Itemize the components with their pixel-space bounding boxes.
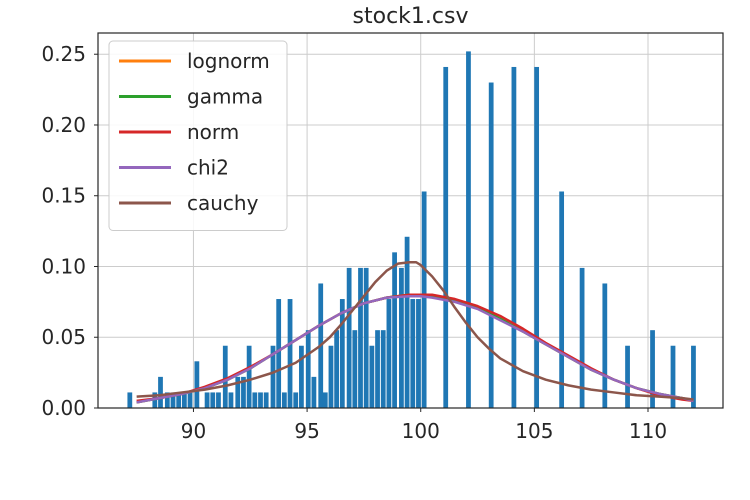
histogram-bar (339, 299, 345, 408)
histogram-bar (346, 267, 352, 408)
y-tick-label: 0.25 (41, 42, 86, 66)
x-tick-label: 105 (515, 419, 553, 443)
histogram-bar (181, 392, 187, 408)
histogram-bar (579, 267, 585, 408)
chart-title: stock1.csv (353, 4, 469, 29)
histogram-bar (241, 376, 246, 408)
histogram-bar (305, 330, 311, 408)
histogram-bar (386, 299, 392, 408)
histogram-bar (216, 392, 221, 408)
x-tick-label: 110 (629, 419, 667, 443)
histogram-bar (299, 345, 304, 408)
histogram-bar (650, 330, 655, 408)
legend-label-norm: norm (187, 120, 239, 144)
histogram-bar (559, 191, 565, 408)
histogram-bar (204, 392, 210, 408)
histogram-bar (164, 392, 170, 408)
legend-box (108, 40, 288, 231)
histogram-bar (293, 392, 299, 408)
histogram-bar (404, 236, 410, 408)
histogram-bar (187, 392, 193, 408)
histogram-bar (258, 392, 263, 408)
histogram-bar (252, 392, 258, 408)
histogram-bar (399, 267, 404, 408)
histogram-bar (410, 299, 416, 408)
histogram-bar (443, 66, 449, 408)
legend-label-gamma: gamma (187, 85, 263, 109)
histogram-bar (210, 392, 216, 408)
y-tick-label: 0.15 (41, 184, 86, 208)
legend: lognorm gamma norm chi2 cauchy (108, 40, 288, 231)
histogram-bar (328, 345, 334, 408)
histogram-bar (263, 392, 269, 408)
histogram-bar (158, 376, 163, 408)
x-tick-labels: 90 95 100 105 110 (181, 408, 667, 443)
histogram-bar (270, 345, 276, 408)
y-tick-label: 0.05 (41, 325, 86, 349)
histogram-bar (602, 283, 608, 408)
legend-label-cauchy: cauchy (187, 191, 259, 215)
histogram-bar (334, 330, 340, 408)
x-tick-label: 90 (181, 419, 206, 443)
y-tick-labels: 0.00 0.05 0.10 0.15 0.20 0.25 (41, 42, 98, 420)
legend-label-lognorm: lognorm (187, 49, 270, 73)
y-tick-label: 0.10 (41, 254, 86, 278)
plot-frame (97, 32, 724, 409)
histogram-bar (176, 392, 182, 408)
histogram-bar (246, 345, 252, 408)
histogram-bar (691, 345, 696, 408)
histogram-bars (127, 51, 696, 408)
histogram-bar (380, 330, 386, 408)
histogram-bar (358, 267, 363, 408)
histogram-bar (322, 392, 328, 408)
series-line-cauchy (136, 261, 694, 401)
histogram-bar (152, 392, 158, 408)
histogram-bar (625, 345, 630, 408)
y-tick-label: 0.20 (41, 113, 86, 137)
fit-curves (136, 261, 694, 404)
histogram-bar (416, 299, 421, 408)
x-tick-label: 100 (402, 419, 440, 443)
histogram-bar (287, 299, 293, 408)
histogram-bar (466, 51, 471, 408)
histogram-bar (194, 361, 200, 408)
histogram-bar (488, 82, 494, 408)
series-line-chi2 (136, 294, 694, 404)
histogram-bar (670, 345, 676, 408)
histogram-bar (170, 392, 176, 408)
histogram-bar (235, 376, 241, 408)
histogram-bar (392, 252, 397, 408)
histogram-bar (352, 330, 358, 408)
legend-label-chi2: chi2 (187, 156, 229, 180)
histogram-bar (127, 392, 133, 408)
histogram-bar (228, 392, 234, 408)
histogram-bar (534, 66, 540, 408)
histogram-bar (421, 191, 427, 408)
histogram-bar (511, 66, 517, 408)
y-tick-label: 0.00 (41, 396, 86, 420)
histogram-bar (281, 392, 287, 408)
histogram-bar (276, 299, 282, 408)
histogram-bar (369, 345, 375, 408)
histogram-bar (375, 330, 380, 408)
histogram-bar (311, 376, 317, 408)
x-tick-label: 95 (294, 419, 319, 443)
histogram-bar (222, 345, 228, 408)
histogram-bar (363, 267, 369, 408)
